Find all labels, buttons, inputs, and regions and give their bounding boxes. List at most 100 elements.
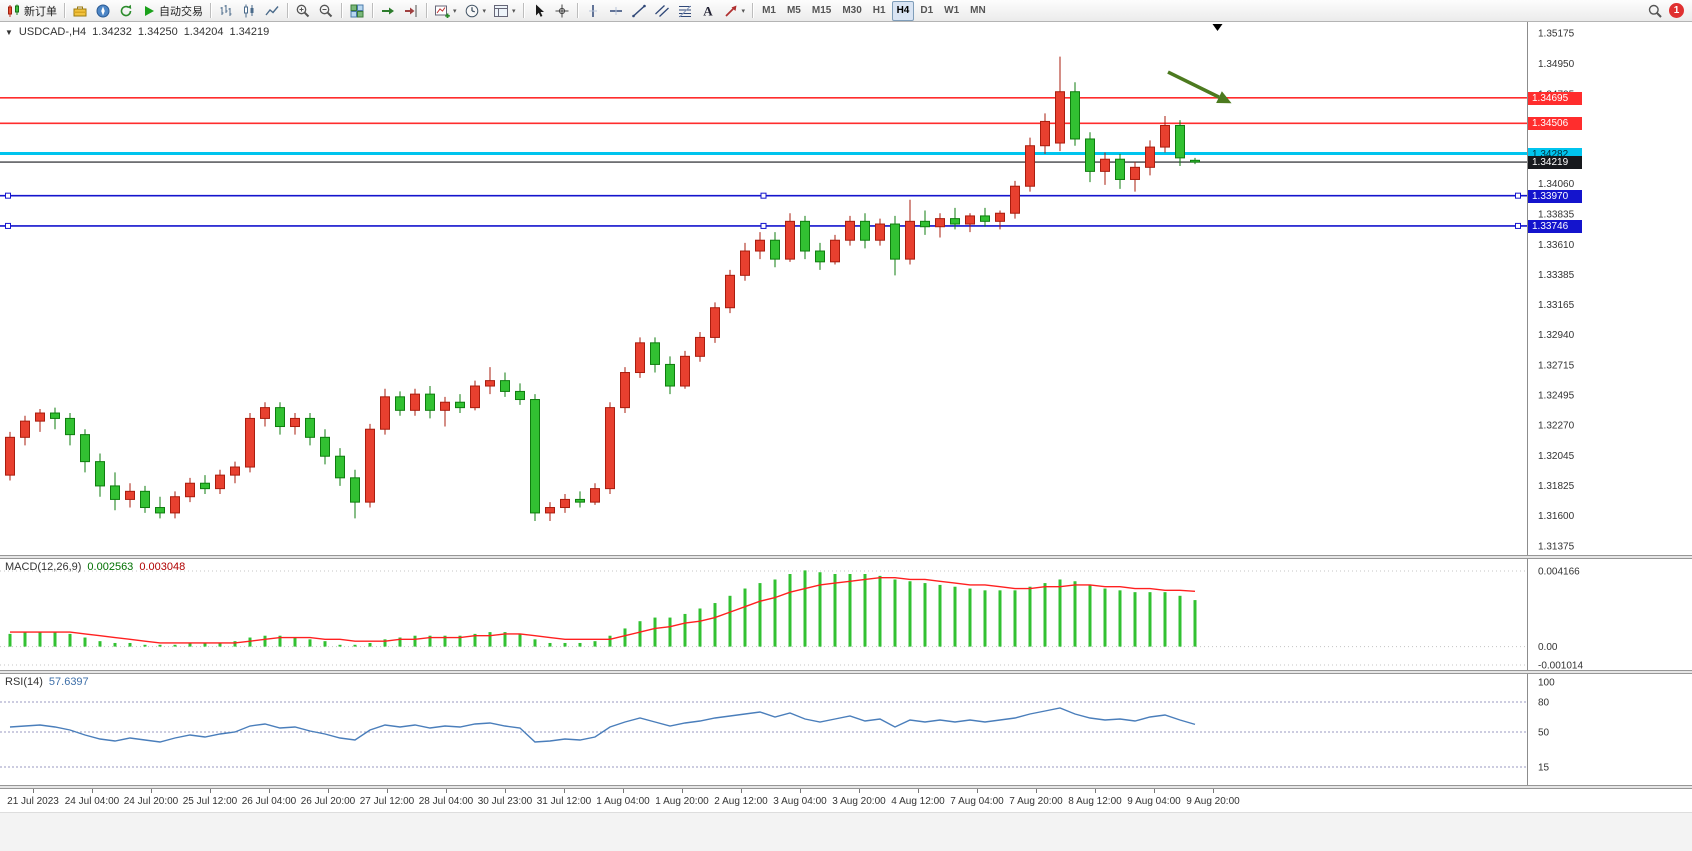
timeframe-mn-button[interactable]: MN	[965, 1, 991, 21]
new-chart-button[interactable]: ▾	[431, 1, 460, 21]
line-handle[interactable]	[1515, 192, 1521, 199]
arrow-button[interactable]: ▾	[720, 1, 749, 21]
toolbox-button[interactable]	[69, 1, 91, 21]
price-tick-label: 1.34950	[1538, 59, 1575, 70]
timeframe-m1-button[interactable]: M1	[757, 1, 781, 21]
channel-button[interactable]	[651, 1, 673, 21]
bottom-strip	[0, 812, 1692, 851]
price-chart[interactable]: 1.351751.349501.347251.345001.342751.340…	[0, 22, 1692, 555]
timeframe-h4-button[interactable]: H4	[891, 0, 915, 21]
time-axis-tick	[918, 789, 919, 793]
new-order-button[interactable]: 新订单	[3, 1, 60, 21]
panel-divider[interactable]	[0, 785, 1692, 789]
candle	[455, 401, 465, 409]
text-button[interactable]: A	[697, 1, 719, 21]
notification-badge[interactable]: 1	[1669, 3, 1684, 18]
cursor-button[interactable]	[528, 1, 550, 21]
time-axis-label: 8 Aug 12:00	[1068, 796, 1122, 807]
candle	[1190, 159, 1200, 163]
price-tick-label: 1.31825	[1538, 481, 1575, 492]
line-handle[interactable]	[1515, 222, 1521, 229]
ohlc-dropdown-icon[interactable]: ▼	[5, 27, 13, 37]
chart-shift-icon	[403, 3, 419, 19]
line-handle[interactable]	[5, 222, 11, 229]
time-axis-label: 1 Aug 04:00	[596, 796, 650, 807]
candle	[770, 239, 780, 260]
fibonacci-button[interactable]	[674, 1, 696, 21]
candle	[410, 393, 420, 411]
candle	[425, 393, 435, 411]
arrow-annotation[interactable]	[1167, 70, 1220, 99]
time-axis-tick	[1095, 789, 1096, 793]
timeframe-w1-button[interactable]: W1	[939, 1, 964, 21]
refresh-icon	[118, 3, 134, 19]
timeframe-m30-button[interactable]: M30	[837, 1, 866, 21]
auto-scroll-button[interactable]	[377, 1, 399, 21]
candle	[140, 490, 150, 509]
navigator-button[interactable]	[92, 1, 114, 21]
macd-signal-line	[10, 576, 1196, 644]
tile-windows-button[interactable]	[346, 1, 368, 21]
chart-shift-button[interactable]	[400, 1, 422, 21]
zoom-out-button[interactable]	[315, 1, 337, 21]
time-axis-label: 31 Jul 12:00	[536, 796, 592, 807]
line-chart-button[interactable]	[261, 1, 283, 21]
chart-shift-marker[interactable]	[1212, 24, 1223, 31]
autotrading-button[interactable]: 自动交易	[138, 1, 206, 21]
trendline-button[interactable]	[628, 1, 650, 21]
chart-window[interactable]: 1.351751.349501.347251.345001.342751.340…	[0, 22, 1692, 851]
candlestick-button[interactable]	[238, 1, 260, 21]
candle	[485, 380, 495, 387]
zoom-out-icon	[318, 3, 334, 19]
rsi-panel[interactable]: 100 80 50 15	[0, 674, 1692, 785]
time-axis-label: 25 Jul 12:00	[182, 796, 238, 807]
panel-divider[interactable]	[0, 670, 1692, 674]
timeframe-h1-button[interactable]: H1	[868, 1, 891, 21]
candle	[785, 220, 795, 260]
time-axis-label: 24 Jul 20:00	[123, 796, 179, 807]
macd-header: MACD(12,26,9) 0.002563 0.003048	[5, 561, 185, 573]
new-order-icon	[6, 3, 22, 19]
crosshair-button[interactable]	[551, 1, 573, 21]
candle	[845, 220, 855, 241]
toolbar-separator	[341, 3, 342, 18]
price-tick-label: 1.32495	[1538, 390, 1575, 401]
price-tick-label: 1.33165	[1538, 300, 1575, 311]
candle	[830, 239, 840, 263]
auto-scroll-icon	[380, 3, 396, 19]
time-axis-tick	[1036, 789, 1037, 793]
horizontal-line-button[interactable]	[605, 1, 627, 21]
chart-title: USDCAD-,H4	[18, 26, 87, 38]
templates-button[interactable]: ▾	[490, 1, 519, 21]
timeframe-m15-button[interactable]: M15	[807, 1, 836, 21]
periods-button[interactable]: ▾	[461, 1, 490, 21]
candle	[1175, 124, 1185, 159]
panel-divider[interactable]	[0, 555, 1692, 559]
time-axis-tick	[977, 789, 978, 793]
rsi-line	[9, 707, 1196, 743]
timeframe-m5-button[interactable]: M5	[782, 1, 806, 21]
price-tick-label: 1.33610	[1538, 240, 1575, 251]
search-button[interactable]	[1644, 1, 1666, 21]
line-handle[interactable]	[760, 222, 767, 229]
line-handle[interactable]	[5, 192, 11, 199]
fibonacci-icon	[677, 3, 693, 19]
zoom-in-button[interactable]	[292, 1, 314, 21]
trendline-icon	[631, 3, 647, 19]
toolbar-separator	[752, 3, 754, 18]
line-handle[interactable]	[760, 192, 767, 199]
candle	[635, 342, 645, 374]
candle	[1055, 91, 1065, 144]
candle	[605, 407, 615, 490]
timeframe-d1-button[interactable]: D1	[915, 1, 938, 21]
time-axis-label: 21 Jul 2023	[7, 796, 59, 807]
candle	[110, 485, 120, 500]
vertical-line-button[interactable]	[582, 1, 604, 21]
time-axis[interactable]: 21 Jul 2023 24 Jul 04:00 24 Jul 20:00 25 Ju…	[0, 789, 1692, 812]
toolbar-separator	[372, 3, 373, 18]
rsi-tick-label: 80	[1538, 698, 1550, 709]
time-axis-tick	[505, 789, 506, 793]
bar-chart-button[interactable]	[215, 1, 237, 21]
refresh-button[interactable]	[115, 1, 137, 21]
macd-panel[interactable]: 0.004166 0.00 -0.001014	[0, 559, 1692, 670]
